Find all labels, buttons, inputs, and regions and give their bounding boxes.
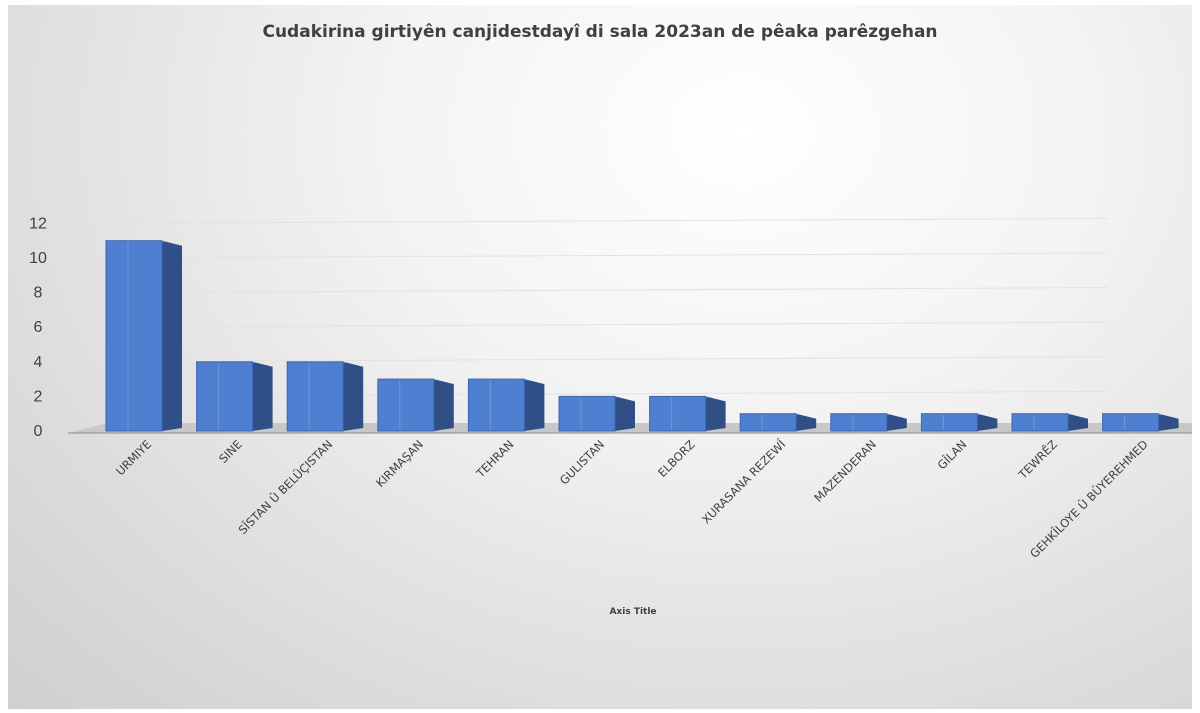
x-tick-label: GULISTAN — [557, 437, 607, 487]
x-tick-label: SINE — [216, 437, 245, 466]
gridline-4 — [99, 356, 1109, 363]
x-tick-label: MAZENDERAN — [811, 437, 879, 505]
bar-chart: Cudakirina girtiyên canjidestdayî di sal… — [29, 22, 1192, 617]
gridline-6 — [99, 321, 1109, 328]
gridlines — [99, 217, 1109, 397]
bar-front-face — [196, 361, 254, 432]
bar-side-face — [433, 379, 454, 431]
bar-2 — [196, 361, 273, 432]
bar-front-face — [1011, 413, 1069, 432]
y-tick-label-4: 4 — [34, 354, 43, 371]
bar-1 — [105, 240, 182, 432]
gridline-8 — [99, 287, 1109, 294]
bar-front-face — [739, 413, 797, 432]
x-tick-label: KIRMAŞAN — [373, 437, 426, 490]
x-tick-label: SÎSTAN Û BELÛÇISTAN — [235, 437, 335, 537]
bar-4 — [377, 378, 454, 432]
x-tick-label: ELBORZ — [655, 437, 698, 480]
bar-5 — [467, 378, 545, 432]
y-tick-label-0: 0 — [34, 423, 43, 440]
y-tick-label-12: 12 — [29, 215, 47, 232]
bar-side-face — [796, 413, 817, 431]
bar-side-face — [615, 396, 635, 431]
bar-front-face — [830, 413, 888, 432]
bar-front-face — [105, 240, 163, 432]
y-axis-ticks: 0 2 4 6 8 10 12 — [29, 215, 47, 440]
bar-8 — [739, 413, 817, 432]
bar-side-face — [162, 240, 182, 431]
gridline-12 — [99, 217, 1109, 224]
bar-front-face — [649, 395, 707, 432]
bar-front-face — [286, 361, 344, 432]
x-tick-label: TEWRÊZ — [1014, 436, 1060, 482]
bar-front-face — [920, 413, 978, 432]
bar-side-face — [524, 379, 545, 431]
bar-11 — [1011, 413, 1088, 432]
bar-front-face — [467, 378, 525, 432]
x-tick-label: TEHRAN — [473, 437, 517, 481]
bar-7 — [649, 395, 726, 432]
bar-side-face — [886, 413, 907, 431]
gridline-10 — [99, 252, 1109, 259]
bar-front-face — [1102, 413, 1160, 432]
bar-6 — [558, 395, 635, 432]
x-axis-title: Axis Title — [609, 607, 656, 617]
y-tick-label-6: 6 — [34, 319, 43, 336]
bar-side-face — [977, 413, 998, 431]
bar-side-face — [343, 361, 364, 431]
bars — [105, 240, 1179, 432]
bar-front-face — [558, 395, 616, 432]
x-tick-label: GÎLAN — [934, 437, 970, 473]
chart-title: Cudakirina girtiyên canjidestdayî di sal… — [262, 22, 937, 42]
bar-side-face — [1068, 413, 1088, 431]
bar-side-face — [705, 396, 726, 431]
bar-side-face — [252, 361, 273, 431]
bar-12 — [1102, 413, 1179, 432]
bar-3 — [286, 361, 364, 432]
bar-side-face — [1158, 413, 1179, 431]
x-tick-label: XURASANA REZEWÎ — [698, 436, 788, 526]
bar-front-face — [377, 378, 435, 432]
y-tick-label-10: 10 — [29, 250, 47, 267]
bar-10 — [920, 413, 998, 432]
chart-area: Cudakirina girtiyên canjidestdayî di sal… — [8, 5, 1192, 709]
y-tick-label-8: 8 — [34, 285, 43, 302]
y-tick-label-2: 2 — [34, 388, 43, 405]
bar-9 — [830, 413, 907, 432]
x-tick-label: URMIYE — [113, 437, 154, 478]
